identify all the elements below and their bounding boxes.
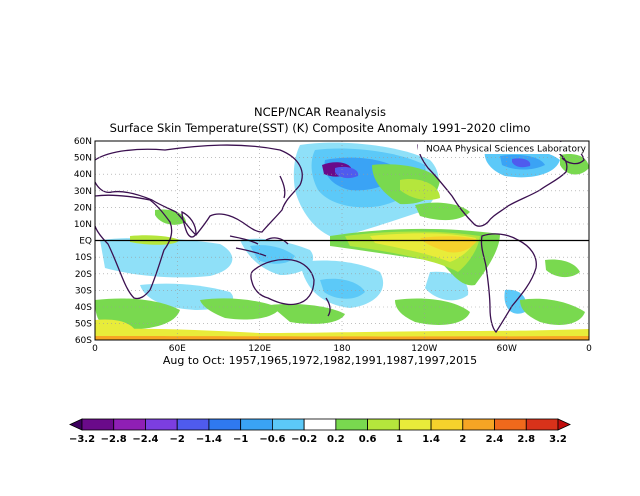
colorbar-label: 0.6 xyxy=(359,434,377,445)
colorbar-cell xyxy=(525,418,559,431)
colorbar-label: 2.8 xyxy=(517,434,535,445)
colorbar-label: −2.4 xyxy=(132,434,158,445)
lon-label: 120W xyxy=(411,344,437,354)
colorbar-label: −3.2 xyxy=(69,434,95,445)
lat-label: 40N xyxy=(74,170,92,180)
chart-title: NCEP/NCAR Reanalysis xyxy=(254,105,386,119)
colorbar-cell xyxy=(557,418,571,431)
colorbar-cell xyxy=(113,418,146,431)
colorbar-cell xyxy=(145,418,178,431)
lon-label: 120E xyxy=(248,344,271,354)
colorbar-label: −0.6 xyxy=(259,434,285,445)
colorbar-cell xyxy=(462,418,495,431)
colorbar-label: −2 xyxy=(170,434,185,445)
colorbar-cell xyxy=(81,418,115,431)
colorbar-label: 1.4 xyxy=(422,434,440,445)
colorbar-label: 2.4 xyxy=(486,434,504,445)
colorbar-label: −1 xyxy=(233,434,248,445)
lon-label: 0 xyxy=(92,344,98,354)
lat-label: EQ xyxy=(79,237,92,247)
lat-label: 10S xyxy=(75,253,92,263)
colorbar-cell xyxy=(367,418,400,431)
credit-label: NOAA Physical Sciences Laboratory xyxy=(426,145,587,155)
colorbar-cell xyxy=(398,418,432,431)
map-frame xyxy=(94,140,590,341)
colorbar-cell xyxy=(69,418,83,431)
lat-labels: 60N 50N 40N 30N 20N 10N EQ 10S 20S 30S 4… xyxy=(74,137,92,346)
chart-subtitle: Surface Skin Temperature(SST) (K) Compos… xyxy=(109,121,531,135)
colorbar-label: −2.8 xyxy=(101,434,127,445)
lat-label: 30N xyxy=(74,187,92,197)
lon-labels: 0 60E 120E 180 120W 60W 0 xyxy=(92,344,592,354)
colorbar-cell xyxy=(430,418,464,431)
colorbar-cell xyxy=(208,418,242,431)
lon-label: 180 xyxy=(333,344,350,354)
colorbar-label: −1.4 xyxy=(196,434,222,445)
colorbar-label: 3.2 xyxy=(549,434,567,445)
colorbar-label: 2 xyxy=(459,434,466,445)
lat-label: 20S xyxy=(75,270,92,280)
lat-label: 60N xyxy=(74,137,92,147)
lon-label: 0 xyxy=(586,344,592,354)
lat-label: 30S xyxy=(75,286,92,296)
lat-label: 60S xyxy=(75,336,92,346)
colorbar-cell xyxy=(303,418,337,431)
colorbar-cell xyxy=(494,418,527,431)
colorbar-label: −0.2 xyxy=(291,434,317,445)
lat-label: 10N xyxy=(74,220,92,230)
colorbar-cell xyxy=(271,418,305,431)
lat-label: 20N xyxy=(74,203,92,213)
lon-label: 60E xyxy=(169,344,186,354)
colorbar-cell xyxy=(335,418,369,431)
lon-label: 60W xyxy=(497,344,517,354)
lat-label: 40S xyxy=(75,303,92,313)
composite-years-caption: Aug to Oct: 1957,1965,1972,1982,1991,198… xyxy=(162,354,478,367)
lat-label: 50S xyxy=(75,320,92,330)
colorbar-label: 1 xyxy=(396,434,403,445)
colorbar-label: 0.2 xyxy=(327,434,345,445)
colorbar-cell xyxy=(240,418,273,431)
lat-label: 50N xyxy=(74,154,92,164)
colorbar-cell xyxy=(176,418,210,431)
